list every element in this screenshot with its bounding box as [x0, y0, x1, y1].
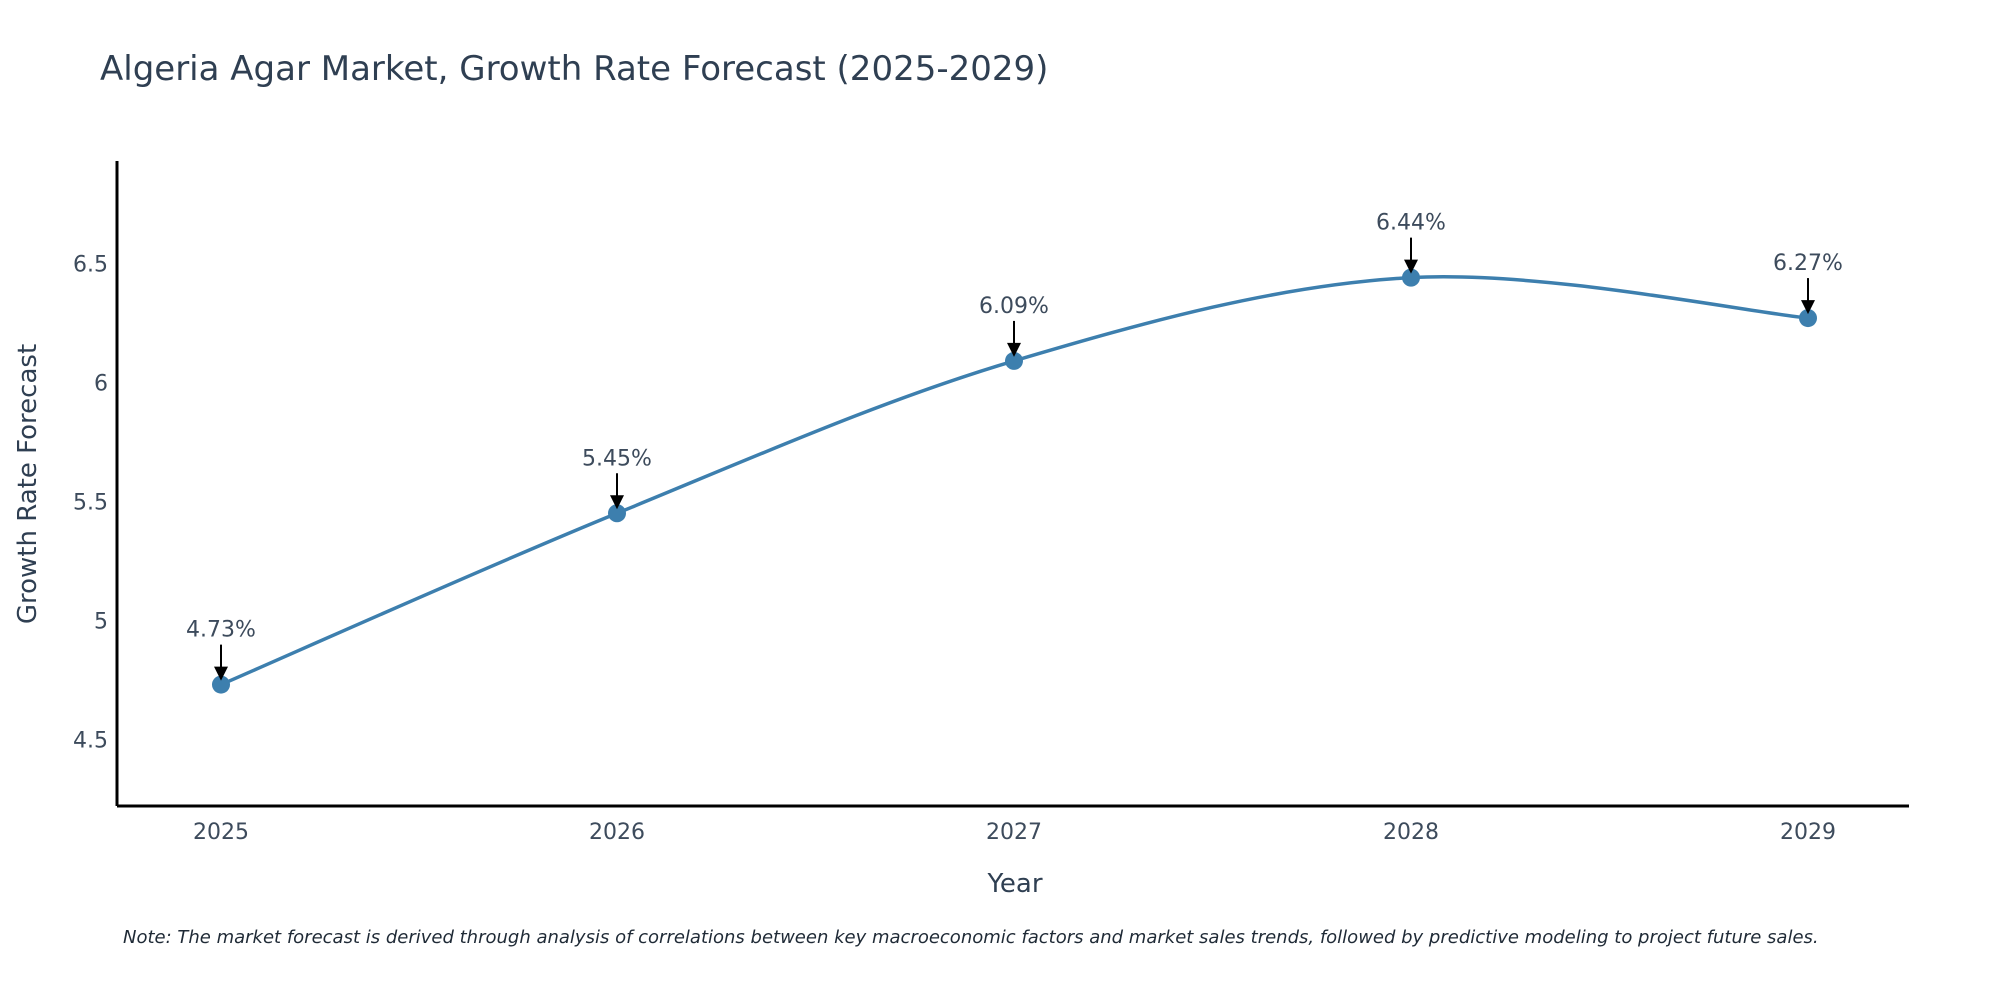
y-axis-ticks: 4.5 5 5.5 6 6.5 — [73, 252, 108, 753]
y-tick-label: 4.5 — [73, 728, 108, 753]
chart-title: Algeria Agar Market, Growth Rate Forecas… — [100, 49, 1048, 89]
data-label-2028: 6.44% — [1376, 211, 1446, 236]
data-label-2026: 5.45% — [582, 446, 652, 471]
x-tick-label: 2025 — [193, 820, 249, 845]
data-point-2029 — [1799, 309, 1817, 328]
data-points — [212, 268, 1817, 694]
data-point-2027 — [1005, 351, 1023, 370]
x-axis-ticks: 2025 2026 2027 2028 2029 — [193, 820, 1836, 845]
x-tick-label: 2026 — [589, 820, 645, 845]
annotation-arrow-head — [610, 495, 624, 510]
y-tick-label: 5 — [94, 609, 108, 634]
y-tick-label: 5.5 — [73, 490, 108, 515]
forecast-note: Note: The market forecast is derived thr… — [123, 927, 1819, 948]
x-axis-title: Year — [986, 869, 1042, 899]
data-label-2025: 4.73% — [186, 618, 256, 643]
data-point-2028 — [1402, 268, 1420, 287]
x-tick-label: 2029 — [1780, 820, 1836, 845]
data-point-2025 — [212, 675, 230, 694]
x-tick-label: 2027 — [986, 820, 1042, 845]
data-point-2026 — [608, 504, 626, 523]
y-axis-title: Growth Rate Forecast — [13, 344, 43, 624]
annotation-arrow-head — [1404, 259, 1418, 274]
data-label-2027: 6.09% — [979, 294, 1049, 319]
x-tick-label: 2028 — [1383, 820, 1439, 845]
annotation-arrow-head — [214, 666, 228, 681]
annotation-arrow-head — [1801, 300, 1815, 315]
y-tick-label: 6 — [94, 371, 108, 396]
y-tick-label: 6.5 — [73, 252, 108, 277]
data-label-2029: 6.27% — [1773, 251, 1843, 276]
annotation-arrow-head — [1007, 342, 1021, 357]
data-labels: 4.73% 5.45% 6.09% 6.44% 6.27% — [186, 211, 1843, 681]
plot-area: 4.5 5 5.5 6 6.5 2025 2026 2027 2028 2029 4.73% 5.… — [73, 161, 1909, 845]
